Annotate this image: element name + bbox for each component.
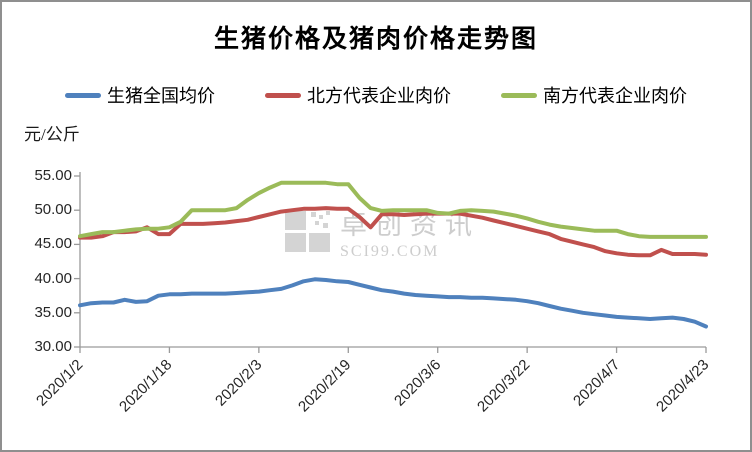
series-line-0 (78, 277, 708, 329)
legend-line-sample-green-icon (501, 92, 537, 98)
y-tick-label: 35.00 (34, 303, 72, 321)
y-tick-label: 40.00 (34, 269, 72, 287)
legend-label-national-pig-price: 生猪全国均价 (107, 86, 215, 106)
legend-item-north-pork-price: 北方代表企业肉价 (265, 82, 451, 108)
legend-label-north-pork-price: 北方代表企业肉价 (307, 86, 451, 106)
y-tick-label: 30.00 (34, 338, 72, 355)
series-line-1 (78, 206, 708, 258)
axes-lines (79, 172, 706, 348)
legend-item-south-pork-price: 南方代表企业肉价 (501, 82, 687, 108)
legend-line-sample-red-icon (265, 92, 301, 98)
legend-item-national-pig-price: 生猪全国均价 (65, 82, 215, 108)
chart-title: 生猪价格及猪肉价格走势图 (213, 26, 538, 53)
y-tick-label: 45.00 (34, 235, 72, 253)
y-axis-unit-label: 元/公斤 (24, 125, 80, 144)
legend-line-sample-blue-icon (65, 92, 101, 98)
legend-label-south-pork-price: 南方代表企业肉价 (543, 86, 687, 106)
y-tick-label: 55.00 (34, 167, 72, 184)
y-tick-label: 50.00 (34, 201, 72, 219)
series-line-2 (78, 180, 708, 239)
legend: 生猪全国均价 北方代表企业肉价 南方代表企业肉价 (2, 82, 750, 108)
